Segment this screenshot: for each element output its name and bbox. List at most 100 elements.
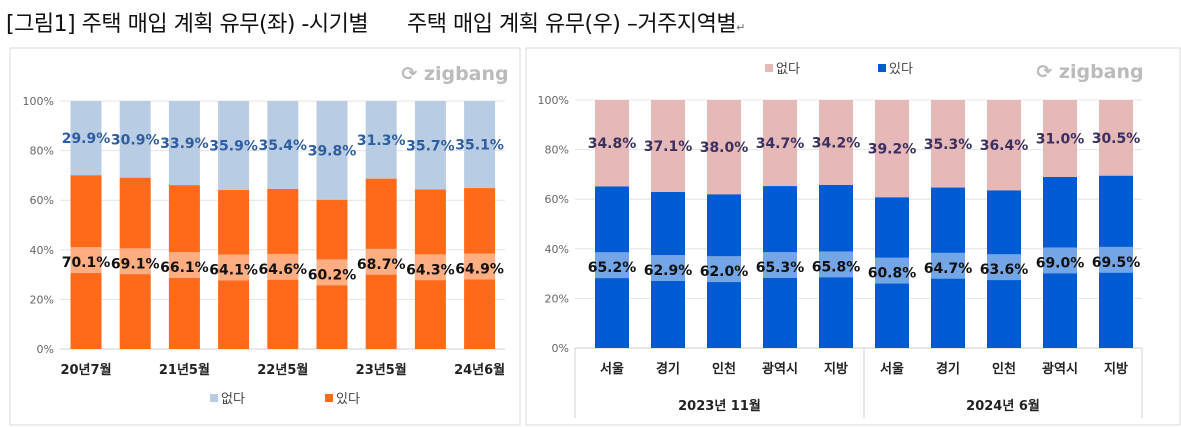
chart2-group-label: 2024년 6월 (966, 398, 1040, 414)
chart2-y-tick-label: 80% (545, 144, 569, 157)
chart2-bar-no (1043, 100, 1077, 177)
chart1-data-label: 35.9% (209, 139, 258, 155)
chart2-data-label: 39.2% (868, 142, 917, 158)
chart2-data-label: 34.8% (588, 136, 637, 152)
chart2-legend-swatch (765, 64, 773, 72)
chart2-y-tick-label: 40% (545, 243, 569, 256)
chart1-data-label: 35.1% (455, 138, 504, 154)
chart1-label-band (365, 248, 397, 275)
chart1-bar-no (316, 101, 348, 200)
chart1-legend-swatch (325, 394, 333, 402)
chart1-bar-yes (218, 190, 250, 349)
chart1-data-label: 31.3% (357, 133, 406, 149)
chart1-x-tick-label: 21년5월 (159, 362, 210, 378)
chart2-bar-yes (819, 184, 853, 348)
chart1-label-band (414, 254, 446, 281)
chart2-x-tick-label: 인천 (712, 361, 736, 377)
chart2-x-tick-label: 서울 (600, 361, 624, 377)
chart1-bar-no (464, 101, 496, 189)
chart1-bar-yes (70, 175, 102, 349)
chart2-legend-label: 있다 (889, 62, 913, 77)
chart2-x-tick-label: 광역시 (762, 361, 798, 377)
chart2-data-label: 69.0% (1036, 255, 1085, 271)
chart2-data-label: 36.4% (980, 138, 1029, 154)
chart1-bar-no (414, 101, 446, 190)
chart2-x-tick-label: 지방 (824, 361, 848, 377)
chart2-data-label: 34.2% (812, 135, 861, 151)
chart1-bar-no (70, 101, 102, 176)
chart2-x-tick-label: 경기 (656, 361, 680, 377)
chart1-bar-yes (119, 177, 151, 349)
chart1-data-label: 64.1% (209, 263, 258, 279)
chart1-y-tick-label: 20% (30, 293, 54, 306)
chart1-bar-yes (267, 188, 299, 349)
chart1-data-label: 64.6% (259, 262, 308, 278)
chart2-legend-label: 없다 (776, 62, 800, 77)
chart2-data-label: 65.3% (756, 260, 805, 276)
chart2-data-label: 64.7% (924, 261, 973, 277)
chart2-x-tick-label: 광역시 (1042, 361, 1078, 377)
chart2-label-band (819, 251, 853, 278)
chart2-group-label: 2023년 11월 (678, 398, 761, 414)
chart2-bar-yes (651, 192, 685, 348)
chart2-bar-no (987, 100, 1021, 191)
chart1-data-label: 64.9% (455, 262, 504, 278)
chart2-x-tick-label: 인천 (992, 361, 1016, 377)
chart1-data-label: 64.3% (406, 262, 455, 278)
chart1-bar-no (119, 101, 151, 178)
chart1-label-band (464, 253, 496, 280)
chart2-data-label: 65.8% (812, 259, 861, 275)
chart1-label-band (70, 247, 102, 274)
chart1-y-tick-label: 100% (23, 95, 54, 108)
chart1-legend-label: 있다 (336, 392, 360, 407)
chart1-bar-yes (365, 178, 397, 349)
chart2-bar-no (707, 100, 741, 195)
chart2-bar-yes (987, 190, 1021, 348)
chart2-data-label: 34.7% (756, 136, 805, 152)
chart2-y-tick-label: 0% (552, 342, 569, 355)
chart1-watermark-logo: ⟳ zigbang (401, 63, 508, 85)
chart1-legend-label: 없다 (221, 392, 245, 407)
chart2-data-label: 31.0% (1036, 131, 1085, 147)
chart1-data-label: 39.8% (308, 143, 357, 159)
chart2-data-label: 30.5% (1092, 131, 1141, 147)
return-mark: ↵ (736, 21, 745, 34)
chart2-label-band (931, 252, 965, 279)
chart2-bar-no (651, 100, 685, 193)
chart2-label-band (707, 256, 741, 283)
chart2-bar-no (875, 100, 909, 198)
chart1-y-tick-label: 0% (37, 343, 54, 356)
chart2-label-band (595, 252, 629, 279)
chart1-bar-no (365, 101, 397, 179)
figure-title: [그림1] 주택 매입 계획 유무(좌) -시기별 주택 매입 계획 유무(우)… (6, 6, 745, 38)
chart1-data-label: 33.9% (160, 136, 209, 152)
chart1-x-tick-label: 23년5월 (356, 362, 407, 378)
chart1-x-tick-label: 20년7월 (60, 362, 111, 378)
chart1-legend-swatch (210, 394, 218, 402)
chart1-y-tick-label: 40% (30, 244, 54, 257)
chart2-data-label: 69.5% (1092, 255, 1141, 271)
chart2-data-label: 37.1% (644, 139, 693, 155)
chart2-data-label: 62.0% (700, 264, 749, 280)
chart1-label-band (119, 248, 151, 275)
chart1-data-label: 66.1% (160, 260, 209, 276)
chart1-y-tick-label: 60% (30, 194, 54, 207)
chart1-data-label: 29.9% (62, 131, 111, 147)
chart1-bar-yes (414, 189, 446, 349)
chart2-watermark-logo: ⟳ zigbang (1036, 61, 1143, 83)
chart1-label-band (168, 252, 200, 279)
chart2-x-tick-label: 경기 (936, 361, 960, 377)
chart2-label-band (987, 254, 1021, 281)
chart2-data-label: 60.8% (868, 266, 917, 282)
chart2-y-tick-label: 60% (545, 193, 569, 206)
chart2-label-band (875, 257, 909, 284)
chart2-label-band (651, 255, 685, 282)
chart1-bar-no (218, 101, 250, 191)
chart2-label-band (763, 252, 797, 279)
chart2-bar-yes (931, 187, 965, 348)
chart2-bar-no (595, 100, 629, 187)
chart2-bar-no (763, 100, 797, 187)
chart1-data-label: 60.2% (308, 267, 357, 283)
chart2-label-band (1043, 247, 1077, 274)
